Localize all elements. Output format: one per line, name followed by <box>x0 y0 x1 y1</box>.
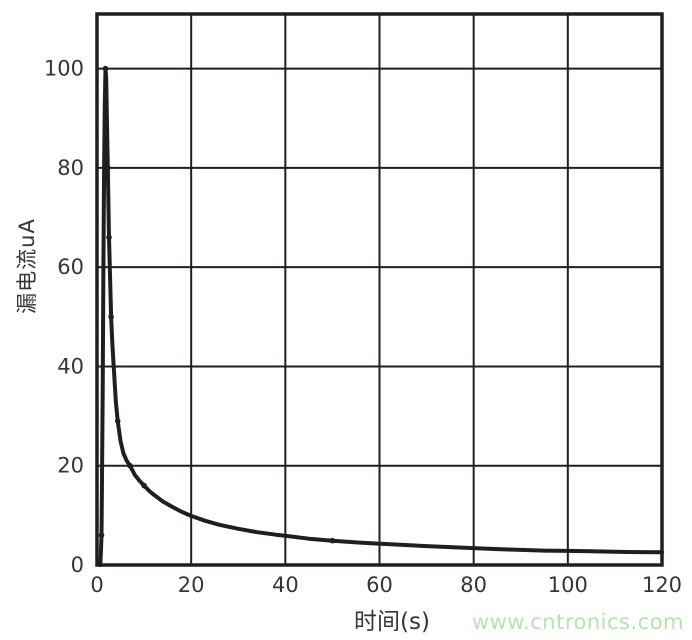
y-tick-label: 0 <box>71 553 84 577</box>
x-tick-label: 100 <box>548 573 588 597</box>
y-tick-label: 20 <box>57 454 84 478</box>
y-tick-label: 80 <box>57 156 84 180</box>
watermark: www.cntronics.com <box>471 610 684 634</box>
x-tick-label: 60 <box>366 573 393 597</box>
x-tick-label: 40 <box>272 573 299 597</box>
data-point-marker <box>102 65 109 72</box>
data-point-marker <box>141 482 147 489</box>
x-tick-label: 80 <box>460 573 487 597</box>
y-tick-label: 40 <box>57 354 84 378</box>
data-point-marker <box>105 165 111 171</box>
data-point-marker <box>108 314 114 320</box>
series-line <box>98 66 664 567</box>
data-point-marker <box>98 532 105 538</box>
x-axis-title: 时间(s) <box>354 609 430 635</box>
data-point-marker <box>127 462 133 469</box>
x-tick-label: 0 <box>90 573 103 597</box>
y-axis-title: 漏电流uA <box>15 218 39 314</box>
plot-frame <box>95 12 664 567</box>
data-point-marker <box>114 418 121 424</box>
data-point-marker <box>329 537 336 544</box>
y-tick-label: 100 <box>44 57 84 81</box>
y-tick-label: 60 <box>57 255 84 279</box>
x-tick-label: 120 <box>642 573 682 597</box>
data-point-marker <box>106 234 112 241</box>
x-tick-label: 20 <box>178 573 205 597</box>
